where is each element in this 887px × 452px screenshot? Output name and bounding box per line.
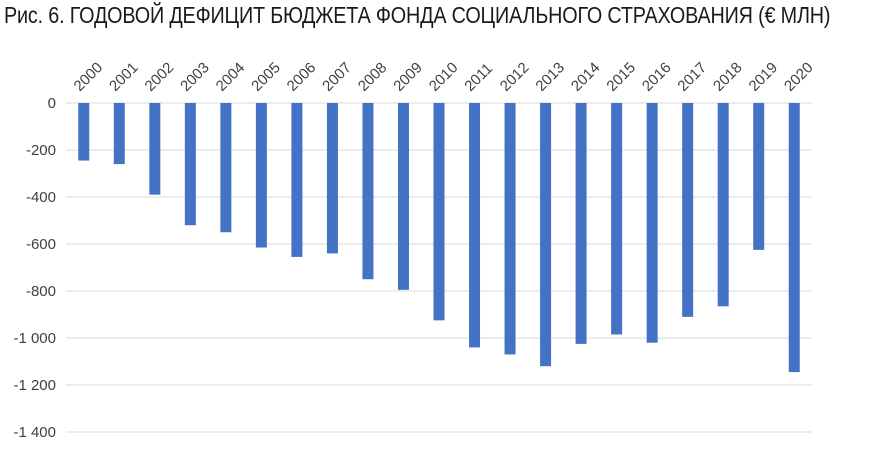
y-tick-label: 0 [48, 95, 56, 112]
bar-2000 [78, 103, 90, 161]
x-tick-label: 2002 [142, 59, 178, 95]
bar-2006 [291, 103, 303, 257]
x-tick-label: 2010 [426, 59, 462, 95]
x-tick-label: 2013 [532, 59, 568, 95]
bar-2018 [717, 103, 729, 307]
y-tick-label: -600 [26, 236, 56, 253]
x-tick-label: 2014 [568, 59, 604, 95]
x-tick-label: 2019 [746, 59, 782, 95]
y-tick-label: -1 400 [13, 424, 56, 441]
x-tick-label: 2005 [248, 59, 284, 95]
x-tick-label: 2006 [284, 59, 320, 95]
bar-2012 [504, 103, 516, 355]
x-tick-label: 2011 [461, 60, 496, 95]
bar-2005 [255, 103, 267, 248]
bar-2017 [682, 103, 694, 317]
x-tick-label: 2001 [106, 59, 142, 95]
y-tick-label: -800 [26, 283, 56, 300]
x-tick-label: 2020 [781, 59, 817, 95]
y-tick-label: -400 [26, 189, 56, 206]
bar-2009 [397, 103, 409, 290]
x-tick-label: 2017 [674, 59, 710, 95]
y-tick-label: -1 200 [13, 377, 56, 394]
bar-2013 [540, 103, 552, 367]
x-tick-label: 2009 [390, 59, 426, 95]
x-tick-label: 2015 [603, 59, 639, 95]
bar-2015 [611, 103, 623, 335]
x-tick-label: 2008 [355, 59, 391, 95]
bar-2019 [753, 103, 765, 250]
x-tick-label: 2018 [710, 59, 746, 95]
x-tick-label: 2000 [71, 59, 107, 95]
bars [78, 103, 800, 373]
x-tick-label: 2003 [177, 59, 213, 95]
bar-2007 [326, 103, 338, 254]
x-tick-label: 2012 [497, 59, 533, 95]
x-tick-label: 2016 [639, 59, 675, 95]
bar-2002 [149, 103, 161, 195]
y-tick-label: -1 000 [13, 330, 56, 347]
bar-2001 [113, 103, 125, 165]
bar-2020 [788, 103, 800, 373]
y-axis-tick-labels: 0 -200 -400 -600 -800 -1 000 -1 200 -1 400 [13, 95, 56, 441]
y-tick-label: -200 [26, 142, 56, 159]
x-axis-tick-labels: 2000 2001 2002 2003 2004 2005 2006 2007 2008 2009… [71, 59, 817, 95]
bar-2014 [575, 103, 587, 344]
chart-title: Рис. 6. ГОДОВОЙ ДЕФИЦИТ БЮДЖЕТА ФОНДА СО… [4, 2, 831, 28]
x-tick-label: 2007 [319, 59, 355, 95]
bar-2016 [646, 103, 658, 343]
bar-2003 [184, 103, 196, 226]
bar-2011 [469, 103, 481, 348]
bar-2010 [433, 103, 445, 321]
x-tick-label: 2004 [213, 59, 249, 95]
bar-2004 [220, 103, 232, 233]
bar-2008 [362, 103, 374, 280]
